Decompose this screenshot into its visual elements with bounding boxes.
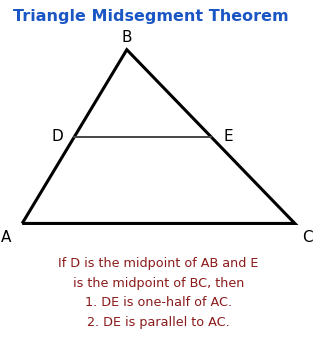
Text: If D is the midpoint of AB and E
is the midpoint of BC, then
1. DE is one-half o: If D is the midpoint of AB and E is the … [58, 257, 259, 329]
Text: D: D [51, 129, 63, 144]
Text: B: B [121, 30, 132, 45]
Text: A: A [1, 230, 11, 245]
Text: Triangle Midsegment Theorem: Triangle Midsegment Theorem [13, 9, 288, 24]
Text: C: C [302, 230, 313, 245]
Text: E: E [223, 129, 233, 144]
